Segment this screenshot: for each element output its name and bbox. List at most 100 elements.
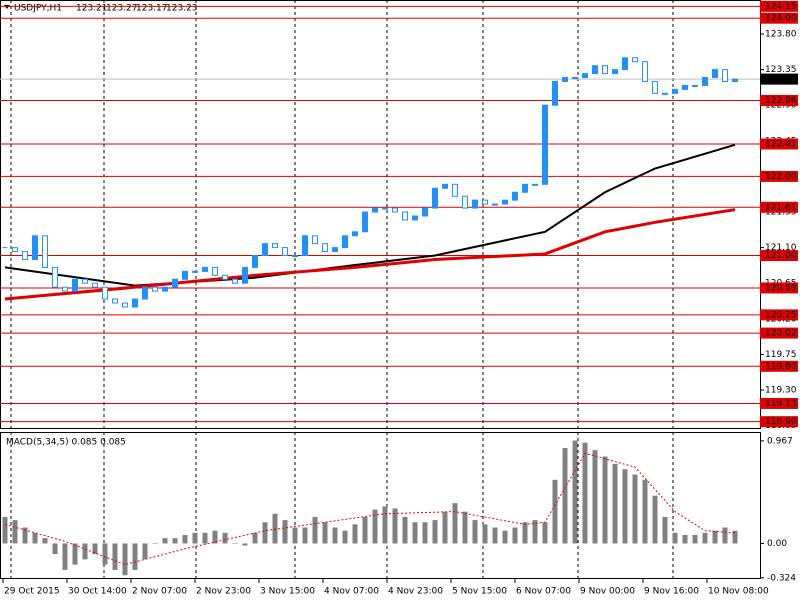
candle: [622, 57, 628, 71]
macd-signal: [4, 452, 736, 566]
candle: [732, 78, 738, 82]
level-label-bg: [760, 360, 798, 372]
candle: [332, 247, 338, 253]
candle: [402, 211, 408, 221]
candle: [672, 88, 678, 94]
level-label-bg: [760, 282, 798, 294]
level-label-bg: [760, 170, 798, 182]
candle: [362, 211, 368, 233]
macd-bar: [22, 527, 28, 544]
candle: [572, 77, 578, 80]
macd-bar: [612, 463, 618, 544]
y-tick-label: 123.35: [765, 65, 797, 75]
candle: [592, 65, 598, 75]
level-label: 119.13: [765, 399, 797, 409]
x-tick-label: 2 Nov 23:00: [196, 587, 251, 597]
macd-bar: [602, 456, 608, 544]
candle: [392, 207, 398, 213]
macd-y-tick-label: 0.00: [767, 539, 787, 549]
candle: [312, 235, 318, 245]
macd-bar: [372, 509, 378, 544]
macd-bar: [572, 440, 578, 544]
x-tick-label: 30 Oct 14:00: [68, 587, 127, 597]
macd-bar: [312, 516, 318, 544]
macd-bar: [142, 543, 148, 560]
macd-bar: [462, 511, 468, 544]
macd-bar: [32, 532, 38, 544]
candle: [272, 243, 278, 249]
level-label: 118.90: [765, 417, 797, 427]
level-label: 122.96: [765, 96, 797, 106]
candle: [612, 69, 618, 75]
macd-bar: [2, 516, 8, 544]
candle: [492, 203, 498, 206]
macd-bar: [242, 543, 248, 546]
header-low: 123.17: [136, 4, 168, 14]
macd-bar: [402, 516, 408, 544]
candle: [472, 199, 478, 209]
level-label-bg: [760, 416, 798, 428]
macd-bar: [182, 534, 188, 544]
level-label: 120.25: [765, 310, 797, 320]
macd-bar: [292, 527, 298, 544]
macd-bar: [652, 495, 658, 544]
candle: [212, 266, 218, 276]
macd-bar: [662, 516, 668, 544]
candle: [552, 80, 558, 106]
candle: [652, 80, 658, 94]
macd-bar: [162, 538, 168, 544]
candle: [52, 266, 58, 288]
candle: [192, 270, 198, 273]
level-label: 122.41: [765, 139, 797, 149]
macd-bar: [172, 538, 178, 544]
candle: [122, 302, 128, 308]
level-label-bg: [760, 201, 798, 213]
candle: [412, 215, 418, 221]
candle: [232, 278, 238, 284]
candle: [702, 77, 708, 86]
candle: [62, 286, 68, 292]
candle: [532, 183, 538, 186]
macd-bar: [222, 532, 228, 544]
level-label: 124.00: [765, 14, 797, 24]
candle: [462, 195, 468, 209]
macd-bar: [432, 520, 438, 544]
candle: [512, 191, 518, 201]
candle: [112, 298, 118, 304]
macd-bar: [582, 442, 588, 544]
level-label: 120.59: [765, 283, 797, 293]
macd-bar: [672, 532, 678, 544]
candle: [632, 57, 638, 63]
candle: [102, 286, 108, 300]
level-label-bg: [760, 327, 798, 339]
x-tick-label: 3 Nov 15:00: [260, 587, 315, 597]
macd-bar: [412, 522, 418, 544]
x-tick-label: 6 Nov 07:00: [516, 587, 571, 597]
macd-bar: [132, 543, 138, 570]
macd-bar: [632, 474, 638, 544]
macd-bar: [212, 530, 218, 544]
macd-bar: [52, 543, 58, 555]
candle: [132, 298, 138, 308]
candle: [352, 231, 358, 237]
level-label-bg: [760, 12, 798, 24]
macd-frame: [0, 432, 761, 579]
candle: [542, 104, 548, 185]
x-tick-label: 4 Nov 07:00: [324, 587, 379, 597]
x-tick-label: 29 Oct 2015: [4, 587, 60, 597]
candle: [22, 251, 28, 260]
macd-bar: [42, 538, 48, 544]
macd-bar: [442, 511, 448, 544]
candle: [432, 187, 438, 209]
macd-bar: [352, 524, 358, 544]
x-tick-label: 4 Nov 23:00: [388, 587, 443, 597]
x-tick-label: 5 Nov 15:00: [452, 587, 507, 597]
y-tick-label: 121.10: [765, 243, 797, 253]
macd-bar: [642, 479, 648, 544]
macd-y-tick-label: 0.967: [767, 436, 793, 446]
macd-bar: [422, 522, 428, 544]
macd-bar: [472, 520, 478, 544]
macd-bar: [532, 520, 538, 544]
candle: [372, 207, 378, 213]
